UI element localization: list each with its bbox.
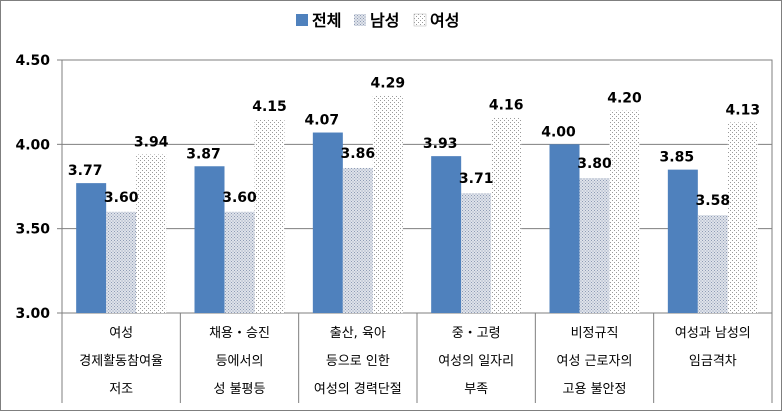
- category-label: 여성의 경력단절: [314, 382, 402, 397]
- data-label: 3.60: [222, 190, 257, 206]
- legend-swatch: [354, 14, 366, 26]
- bar: [136, 154, 167, 313]
- category-label: 여성의 일자리: [438, 354, 514, 369]
- bar: [549, 144, 580, 313]
- y-tick-label: 4.50: [15, 53, 50, 69]
- bars: [76, 95, 758, 314]
- data-label: 4.16: [489, 97, 524, 113]
- data-label: 4.20: [607, 91, 642, 107]
- category-label: 등에서의: [216, 354, 264, 369]
- category-label: 출산, 육아: [330, 326, 386, 341]
- data-label: 3.94: [134, 134, 169, 150]
- plot-area: [61, 59, 773, 314]
- legend-label: 전체: [312, 11, 341, 30]
- legend-swatch: [296, 14, 308, 26]
- data-label: 3.60: [104, 190, 139, 206]
- y-tick-label: 3.00: [15, 306, 50, 322]
- bar: [106, 211, 137, 313]
- category-label: 성 불평등: [214, 382, 266, 397]
- data-label: 4.13: [726, 102, 761, 118]
- bar: [609, 110, 640, 313]
- legend-swatch: [413, 13, 427, 27]
- axes: 3.00 3.50 4.00 4.50: [15, 53, 773, 403]
- bar: [372, 95, 403, 313]
- data-label: 4.29: [371, 75, 406, 91]
- category-label: 부족: [464, 382, 488, 397]
- bar: [579, 178, 610, 313]
- category-label: 중・고령: [452, 326, 501, 341]
- data-label: 3.77: [68, 163, 103, 179]
- data-label: 3.80: [577, 156, 612, 172]
- bar: [461, 193, 492, 313]
- data-label: 3.86: [341, 146, 376, 162]
- bar: [491, 117, 522, 313]
- data-label: 4.07: [305, 113, 340, 129]
- data-label: 4.15: [252, 99, 287, 115]
- y-tick-label: 4.00: [15, 137, 50, 153]
- data-label: 3.71: [459, 171, 494, 187]
- bar: [342, 167, 373, 313]
- category-label: 고용 불안정: [563, 382, 627, 397]
- category-label: 여성: [109, 326, 133, 341]
- bar: [76, 183, 107, 313]
- data-labels: 3.77 3.87 4.07 3.93 4.00 3.85 3.60 3.60 3.86 3.71…: [68, 75, 760, 209]
- data-label: 3.87: [186, 146, 221, 162]
- bar: [431, 156, 462, 313]
- legend-label: 남성: [370, 11, 399, 30]
- data-label: 3.93: [423, 136, 458, 152]
- data-label: 3.85: [660, 150, 695, 166]
- bar: [727, 122, 758, 313]
- data-label: 3.58: [696, 193, 731, 209]
- bar: [224, 211, 255, 313]
- bar: [697, 215, 728, 313]
- category-label: 임금격차: [689, 354, 737, 369]
- category-label: 비정규직: [571, 326, 619, 341]
- legend: 전체 남성 여성: [296, 11, 459, 30]
- bar: [254, 119, 285, 314]
- legend-label: 여성: [430, 11, 459, 30]
- category-label: 저조: [109, 382, 133, 397]
- data-label: 4.00: [541, 124, 576, 140]
- bar: [667, 169, 698, 313]
- category-label: 등으로 인한: [326, 354, 390, 369]
- bar: [312, 132, 343, 313]
- bar: [194, 166, 225, 313]
- y-tick-label: 3.50: [15, 222, 50, 238]
- category-label: 채용・승진: [209, 326, 270, 341]
- category-label: 여성과 남성의: [675, 326, 751, 341]
- category-label: 경제활동참여율: [79, 354, 163, 369]
- category-label: 여성 근로자의: [557, 354, 633, 369]
